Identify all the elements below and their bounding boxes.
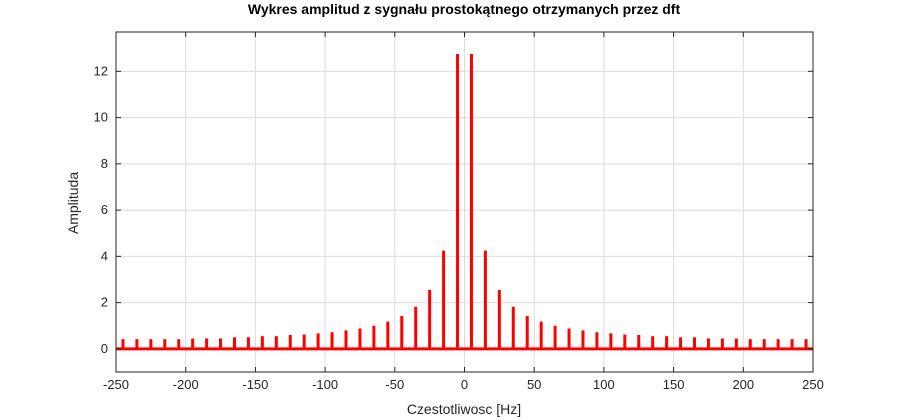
y-tick-label: 4	[101, 248, 108, 263]
x-tick-label: -150	[242, 377, 268, 392]
x-tick-label: -200	[173, 377, 199, 392]
y-tick-label: 6	[101, 202, 108, 217]
y-tick-label: 0	[101, 341, 108, 356]
y-tick-label: 2	[101, 295, 108, 310]
x-tick-label: -50	[385, 377, 404, 392]
x-tick-label: -100	[312, 377, 338, 392]
y-axis-label: Amplituda	[65, 172, 81, 234]
x-tick-label: 150	[663, 377, 685, 392]
y-tick-label: 10	[94, 110, 108, 125]
x-axis-label: Czestotliwosc [Hz]	[407, 401, 521, 417]
x-tick-label: 250	[802, 377, 824, 392]
x-tick-label: -250	[103, 377, 129, 392]
x-tick-label: 200	[732, 377, 754, 392]
x-tick-label: 100	[593, 377, 615, 392]
grid-layer	[115, 32, 814, 372]
chart-title: Wykres amplitud z sygnału prostokątnego …	[248, 1, 681, 17]
x-tick-label: 0	[461, 377, 468, 392]
y-tick-label: 12	[94, 63, 108, 78]
x-tick-label: 50	[527, 377, 541, 392]
tick-layer: -250 -200 -150 -100 -50 0 50 100 150 200 250 0 2 4 6 8 1…	[94, 32, 824, 392]
stem-layer	[121, 53, 808, 349]
y-tick-label: 8	[101, 156, 108, 171]
